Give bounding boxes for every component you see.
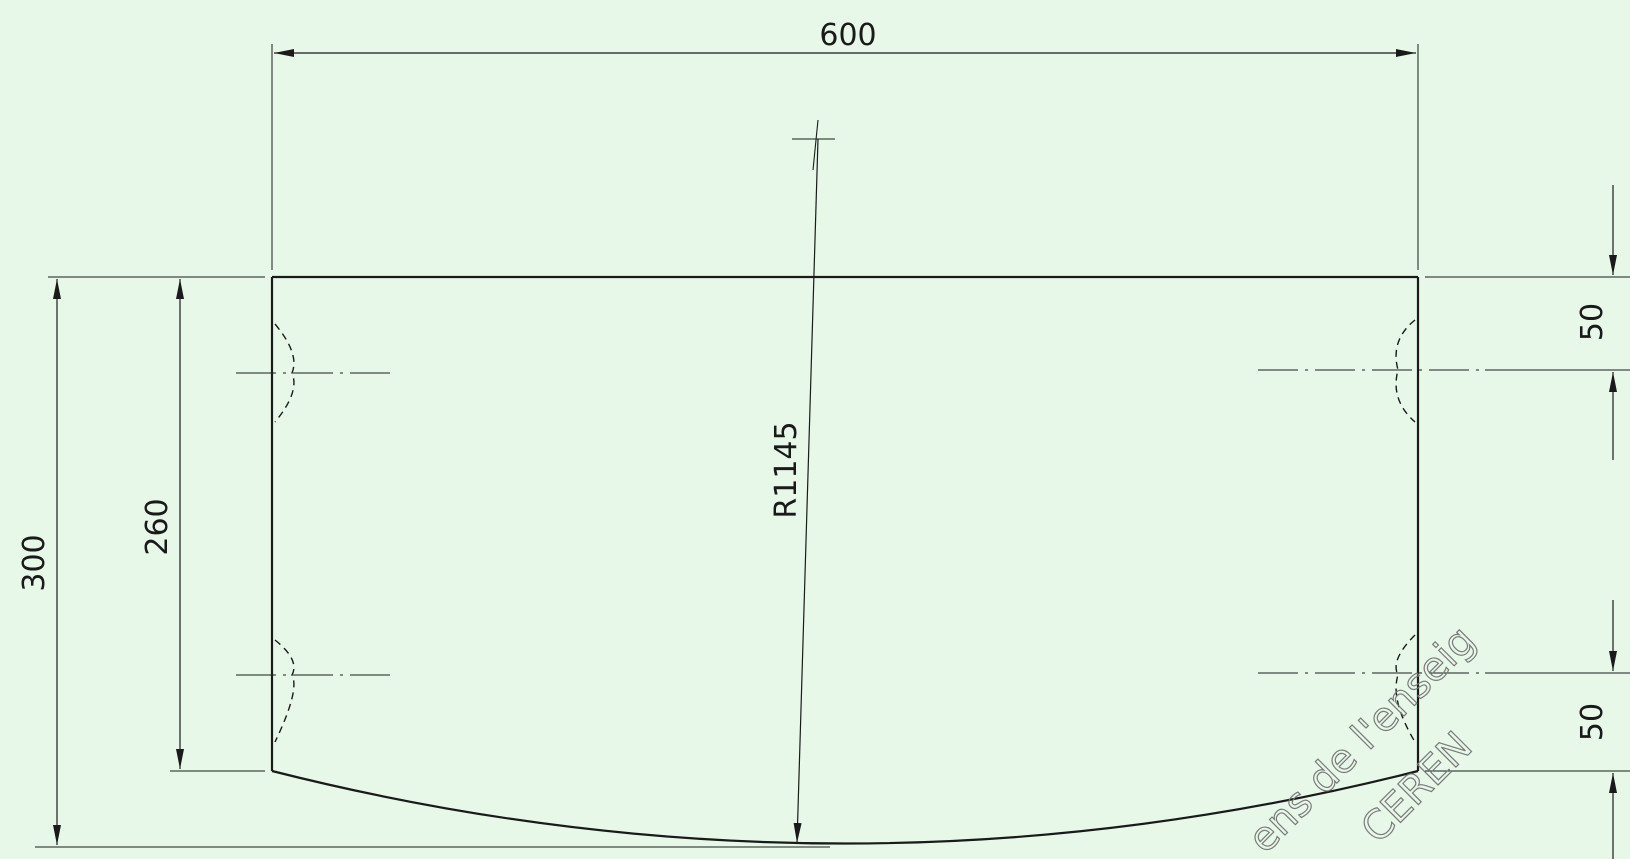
- radius-center-mark: [792, 119, 835, 171]
- extension-lines: [35, 44, 1630, 848]
- outline-bottom-arc: [271, 769, 1419, 845]
- dimension-lines: [53, 49, 1617, 859]
- watermark: ens de l'enseig CEREN: [1239, 617, 1485, 859]
- dim-label-height-total: 300: [17, 534, 52, 591]
- dim-label-offset-bottom: 50: [1575, 703, 1610, 741]
- dim-label-width: 600: [819, 18, 876, 53]
- center-lines: [236, 369, 1485, 676]
- hidden-hole-top-left: [274, 323, 295, 423]
- hidden-holes: [274, 319, 1416, 743]
- dim-line-radius: [793, 138, 819, 844]
- dim-label-height-side: 260: [140, 498, 175, 555]
- hidden-hole-top-right: [1395, 319, 1416, 423]
- dim-label-radius: R1145: [769, 421, 804, 518]
- hidden-hole-bottom-left: [274, 639, 295, 743]
- dim-label-offset-top: 50: [1575, 303, 1610, 341]
- part-outline: [270, 275, 1420, 845]
